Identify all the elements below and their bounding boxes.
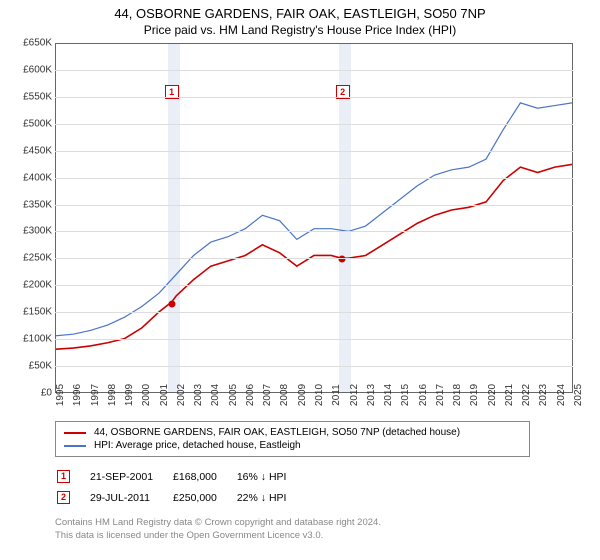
y-tick: £650K bbox=[10, 38, 52, 49]
x-tick: 2019 bbox=[469, 384, 480, 406]
x-tick: 2016 bbox=[418, 384, 429, 406]
x-tick: 2002 bbox=[176, 384, 187, 406]
x-tick: 2013 bbox=[366, 384, 377, 406]
gridline bbox=[55, 205, 573, 206]
x-tick: 1998 bbox=[107, 384, 118, 406]
footnote-line: Contains HM Land Registry data © Crown c… bbox=[55, 517, 600, 530]
gridline bbox=[55, 312, 573, 313]
sale-date: 21-SEP-2001 bbox=[90, 467, 171, 486]
footnote-line: This data is licensed under the Open Gov… bbox=[55, 530, 600, 543]
sale-price: £250,000 bbox=[173, 488, 235, 507]
gridline bbox=[55, 231, 573, 232]
gridline bbox=[55, 285, 573, 286]
x-tick: 2011 bbox=[331, 384, 342, 406]
x-tick: 2012 bbox=[349, 384, 360, 406]
chart-title: 44, OSBORNE GARDENS, FAIR OAK, EASTLEIGH… bbox=[0, 0, 600, 21]
y-tick: £400K bbox=[10, 172, 52, 183]
x-tick: 2000 bbox=[141, 384, 152, 406]
gridline bbox=[55, 70, 573, 71]
x-tick: 1995 bbox=[55, 384, 66, 406]
x-tick: 2006 bbox=[245, 384, 256, 406]
x-tick: 1999 bbox=[124, 384, 135, 406]
gridline bbox=[55, 258, 573, 259]
y-tick: £0 bbox=[10, 388, 52, 399]
footnote: Contains HM Land Registry data © Crown c… bbox=[55, 517, 600, 543]
sales-table: 1 21-SEP-2001£168,00016% ↓ HPI 2 29-JUL-201… bbox=[55, 465, 306, 509]
y-tick: £500K bbox=[10, 118, 52, 129]
x-tick: 2005 bbox=[228, 384, 239, 406]
series-line bbox=[56, 164, 572, 349]
chart-subtitle: Price paid vs. HM Land Registry's House … bbox=[0, 21, 600, 43]
table-row: 1 21-SEP-2001£168,00016% ↓ HPI bbox=[57, 467, 304, 486]
table-row: 2 29-JUL-2011£250,00022% ↓ HPI bbox=[57, 488, 304, 507]
x-tick: 2020 bbox=[487, 384, 498, 406]
y-tick: £450K bbox=[10, 145, 52, 156]
y-tick: £150K bbox=[10, 307, 52, 318]
x-tick: 2017 bbox=[435, 384, 446, 406]
y-tick: £250K bbox=[10, 253, 52, 264]
x-tick: 2024 bbox=[556, 384, 567, 406]
x-tick: 2022 bbox=[521, 384, 532, 406]
y-tick: £200K bbox=[10, 280, 52, 291]
y-tick: £100K bbox=[10, 334, 52, 345]
x-tick: 2001 bbox=[159, 384, 170, 406]
x-tick: 2007 bbox=[262, 384, 273, 406]
x-tick: 2014 bbox=[383, 384, 394, 406]
sale-marker-icon: 2 bbox=[57, 491, 70, 504]
sale-point bbox=[339, 256, 346, 263]
x-tick: 2010 bbox=[314, 384, 325, 406]
y-tick: £350K bbox=[10, 199, 52, 210]
series-line bbox=[56, 103, 572, 336]
y-tick: £600K bbox=[10, 64, 52, 75]
gridline bbox=[55, 366, 573, 367]
legend: 44, OSBORNE GARDENS, FAIR OAK, EASTLEIGH… bbox=[55, 421, 530, 457]
sale-marker-icon: 1 bbox=[57, 470, 70, 483]
sale-vs-hpi: 22% ↓ HPI bbox=[237, 488, 305, 507]
sale-vs-hpi: 16% ↓ HPI bbox=[237, 467, 305, 486]
x-tick: 2009 bbox=[297, 384, 308, 406]
x-tick: 1996 bbox=[72, 384, 83, 406]
y-tick: £550K bbox=[10, 91, 52, 102]
sale-date: 29-JUL-2011 bbox=[90, 488, 171, 507]
sale-marker-cell: 1 bbox=[57, 467, 88, 486]
x-tick: 2018 bbox=[452, 384, 463, 406]
y-tick: £300K bbox=[10, 226, 52, 237]
gridline bbox=[55, 97, 573, 98]
x-tick: 2015 bbox=[400, 384, 411, 406]
legend-swatch bbox=[64, 445, 86, 447]
x-tick: 2008 bbox=[279, 384, 290, 406]
sale-price: £168,000 bbox=[173, 467, 235, 486]
gridline bbox=[55, 151, 573, 152]
gridline bbox=[55, 178, 573, 179]
chart: 12 £0 £50K £100K £150K £200K £250K £300K £350K £… bbox=[10, 43, 580, 415]
sale-marker-cell: 2 bbox=[57, 488, 88, 507]
x-tick: 2021 bbox=[504, 384, 515, 406]
legend-item: HPI: Average price, detached house, East… bbox=[64, 439, 521, 452]
x-tick: 1997 bbox=[90, 384, 101, 406]
legend-item: 44, OSBORNE GARDENS, FAIR OAK, EASTLEIGH… bbox=[64, 426, 521, 439]
y-tick: £50K bbox=[10, 361, 52, 372]
plot-area: 12 bbox=[55, 43, 573, 393]
legend-label: 44, OSBORNE GARDENS, FAIR OAK, EASTLEIGH… bbox=[94, 427, 460, 438]
x-tick: 2023 bbox=[538, 384, 549, 406]
legend-swatch bbox=[64, 432, 86, 434]
x-tick: 2025 bbox=[573, 384, 584, 406]
gridline bbox=[55, 339, 573, 340]
x-tick: 2003 bbox=[193, 384, 204, 406]
x-tick: 2004 bbox=[210, 384, 221, 406]
legend-label: HPI: Average price, detached house, East… bbox=[94, 440, 301, 451]
sale-point bbox=[169, 300, 176, 307]
gridline bbox=[55, 124, 573, 125]
